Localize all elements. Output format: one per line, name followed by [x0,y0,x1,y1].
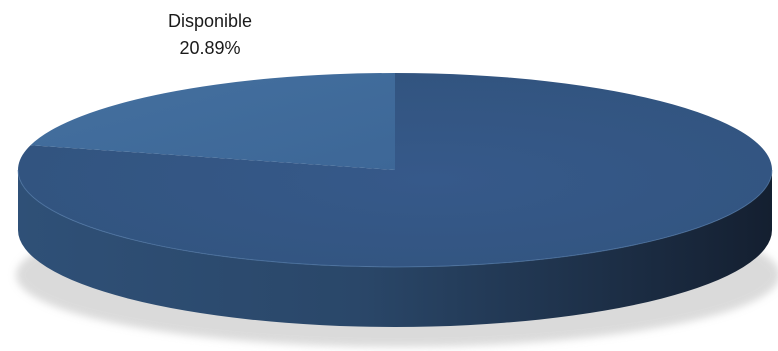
data-label-value: 20.89% [179,38,241,58]
data-label-disponible: Disponible 20.89% [150,8,270,62]
pie-slice-disponible [30,73,395,170]
pie-slice-other [18,73,773,267]
data-label-category: Disponible [167,11,253,31]
pie-rim-highlight [17,169,773,268]
pie-side-wall [18,170,772,327]
